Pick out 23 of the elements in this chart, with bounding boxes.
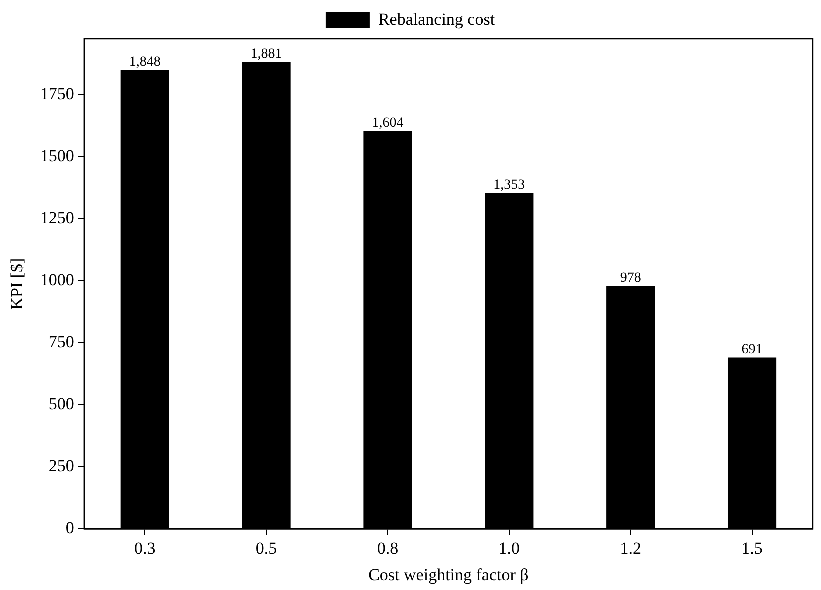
x-tick-label: 1.5: [742, 538, 763, 558]
data-label: 1,353: [494, 178, 526, 194]
data-label: 1,881: [250, 47, 282, 62]
y-tick-label: 1000: [40, 270, 74, 290]
y-tick-label: 500: [48, 394, 74, 414]
x-tick-label: 1.2: [620, 538, 642, 558]
x-tick-label: 0.8: [377, 538, 399, 558]
y-tick-label: 1250: [40, 208, 74, 228]
y-tick-label: 0: [66, 518, 74, 538]
y-tick-label: 250: [48, 456, 74, 476]
y-tick-label: 1750: [40, 84, 74, 104]
x-axis-title: Cost weighting factor β: [368, 565, 529, 584]
data-label: 1,604: [372, 116, 404, 131]
y-tick-label: 750: [48, 332, 74, 352]
data-label: 691: [742, 342, 763, 358]
x-tick-label: 0.3: [134, 538, 156, 558]
y-tick-label: 1500: [40, 146, 74, 166]
y-axis-title: KPI [$]: [8, 258, 27, 310]
data-label: 1,848: [129, 55, 161, 70]
x-tick-label: 0.5: [256, 538, 278, 558]
legend-label: Rebalancing cost: [378, 10, 496, 29]
x-tick-label: 1.0: [498, 538, 520, 558]
data-label: 978: [620, 271, 642, 286]
